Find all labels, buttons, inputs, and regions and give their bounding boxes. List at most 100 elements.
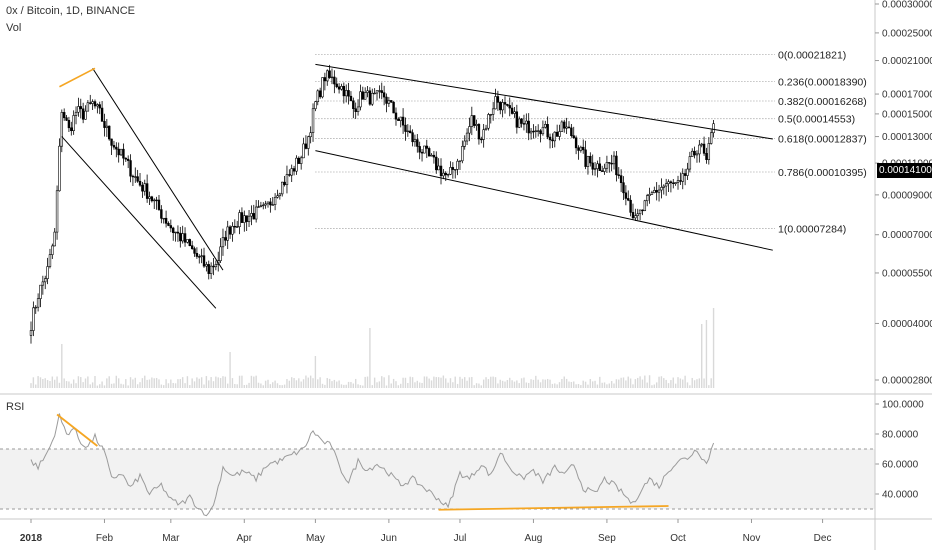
volume-bar bbox=[497, 383, 499, 388]
candle-body bbox=[489, 114, 492, 116]
volume-bar bbox=[96, 385, 99, 388]
candle-body bbox=[122, 148, 125, 159]
candle-body bbox=[290, 168, 293, 176]
time-tick-label: Aug bbox=[525, 533, 543, 544]
candle-body bbox=[219, 246, 222, 262]
volume-bar bbox=[215, 376, 217, 388]
volume-bar bbox=[46, 380, 49, 388]
volume-bar bbox=[288, 380, 291, 388]
candle-body bbox=[347, 90, 350, 97]
volume-bar bbox=[409, 376, 411, 388]
candle-body bbox=[600, 170, 604, 172]
candle-body bbox=[558, 131, 561, 137]
volume-bar bbox=[511, 380, 513, 388]
candle-body bbox=[295, 157, 298, 172]
volume-bar bbox=[684, 375, 686, 388]
candle-body bbox=[356, 106, 360, 113]
candle-body bbox=[283, 181, 286, 186]
candle-body bbox=[340, 86, 343, 90]
volume-bar bbox=[357, 384, 359, 388]
volume-bar bbox=[267, 379, 269, 388]
trendline-wedge-upper bbox=[92, 68, 224, 271]
volume-bar bbox=[558, 382, 561, 388]
volume-bar bbox=[77, 376, 80, 388]
candle-body bbox=[437, 165, 440, 171]
candle-body bbox=[638, 209, 642, 215]
rsi-tick-label: 60.0000 bbox=[882, 460, 919, 471]
candle-body bbox=[202, 255, 206, 267]
candle-body bbox=[667, 181, 670, 184]
candle-body bbox=[518, 118, 521, 128]
volume-bar bbox=[414, 382, 416, 388]
candle-body bbox=[484, 127, 488, 130]
volume-bar bbox=[708, 385, 710, 388]
volume-bar bbox=[691, 377, 693, 388]
volume-bar bbox=[608, 383, 610, 388]
candle-body bbox=[468, 126, 471, 134]
volume-bar bbox=[705, 320, 708, 388]
candle-body bbox=[529, 130, 533, 134]
volume-bar bbox=[494, 377, 497, 388]
volume-bar bbox=[466, 380, 468, 388]
volume-bar bbox=[556, 384, 558, 388]
volume-bar bbox=[452, 382, 454, 388]
candle-body bbox=[126, 158, 130, 161]
fib-level-label: 0.786(0.00010395) bbox=[778, 167, 867, 179]
candle-body bbox=[603, 167, 606, 172]
volume-bar bbox=[568, 381, 570, 388]
volume-bar bbox=[570, 381, 573, 388]
candle-body bbox=[240, 212, 244, 223]
volume-bar bbox=[596, 384, 599, 388]
candle-body bbox=[513, 111, 516, 114]
volume-bar bbox=[371, 385, 373, 388]
volume-bar bbox=[203, 384, 205, 388]
last-price-badge: 0.00014100 bbox=[877, 163, 932, 178]
volume-bar bbox=[243, 385, 245, 388]
candle-body bbox=[224, 237, 227, 241]
volume-bar bbox=[485, 377, 487, 388]
candle-body bbox=[55, 190, 59, 233]
volume-bar bbox=[163, 385, 165, 388]
candle-body bbox=[190, 245, 194, 249]
candle-body bbox=[641, 209, 644, 212]
volume-bar bbox=[291, 377, 293, 388]
volume-bar bbox=[490, 376, 492, 388]
volume-bar bbox=[670, 380, 672, 388]
candle-body bbox=[302, 143, 305, 159]
candle-body bbox=[501, 102, 504, 111]
candle-body bbox=[617, 174, 620, 176]
volume-bar bbox=[565, 378, 568, 388]
candle-body bbox=[582, 146, 585, 151]
volume-bar bbox=[61, 344, 63, 388]
candle-body bbox=[51, 245, 54, 255]
volume-bar bbox=[542, 379, 544, 388]
volume-bar bbox=[72, 379, 75, 388]
volume-bar bbox=[58, 382, 61, 388]
candle-body bbox=[584, 149, 587, 167]
fib-level-label: 1(0.00007284) bbox=[778, 223, 846, 235]
volume-bar bbox=[655, 382, 658, 388]
volume-bar bbox=[544, 379, 546, 388]
candle-body bbox=[117, 148, 120, 156]
candle-body bbox=[366, 90, 369, 93]
candle-body bbox=[615, 155, 618, 176]
volume-bar bbox=[426, 376, 428, 388]
volume-bar bbox=[200, 377, 203, 388]
volume-bar bbox=[84, 378, 87, 388]
volume-bar bbox=[196, 377, 198, 388]
candle-body bbox=[231, 225, 234, 235]
candle-body bbox=[553, 131, 556, 142]
volume-bar bbox=[227, 383, 229, 388]
volume-bar bbox=[644, 375, 646, 388]
volume-bar bbox=[504, 381, 506, 388]
candle-body bbox=[491, 108, 495, 115]
volume-bar bbox=[129, 377, 132, 388]
volume-bar bbox=[603, 382, 606, 388]
candle-body bbox=[115, 146, 118, 150]
candle-body bbox=[155, 199, 158, 202]
volume-bar bbox=[601, 382, 603, 388]
candle-body bbox=[278, 193, 282, 197]
volume-bar bbox=[366, 376, 369, 388]
candle-body bbox=[465, 132, 469, 142]
